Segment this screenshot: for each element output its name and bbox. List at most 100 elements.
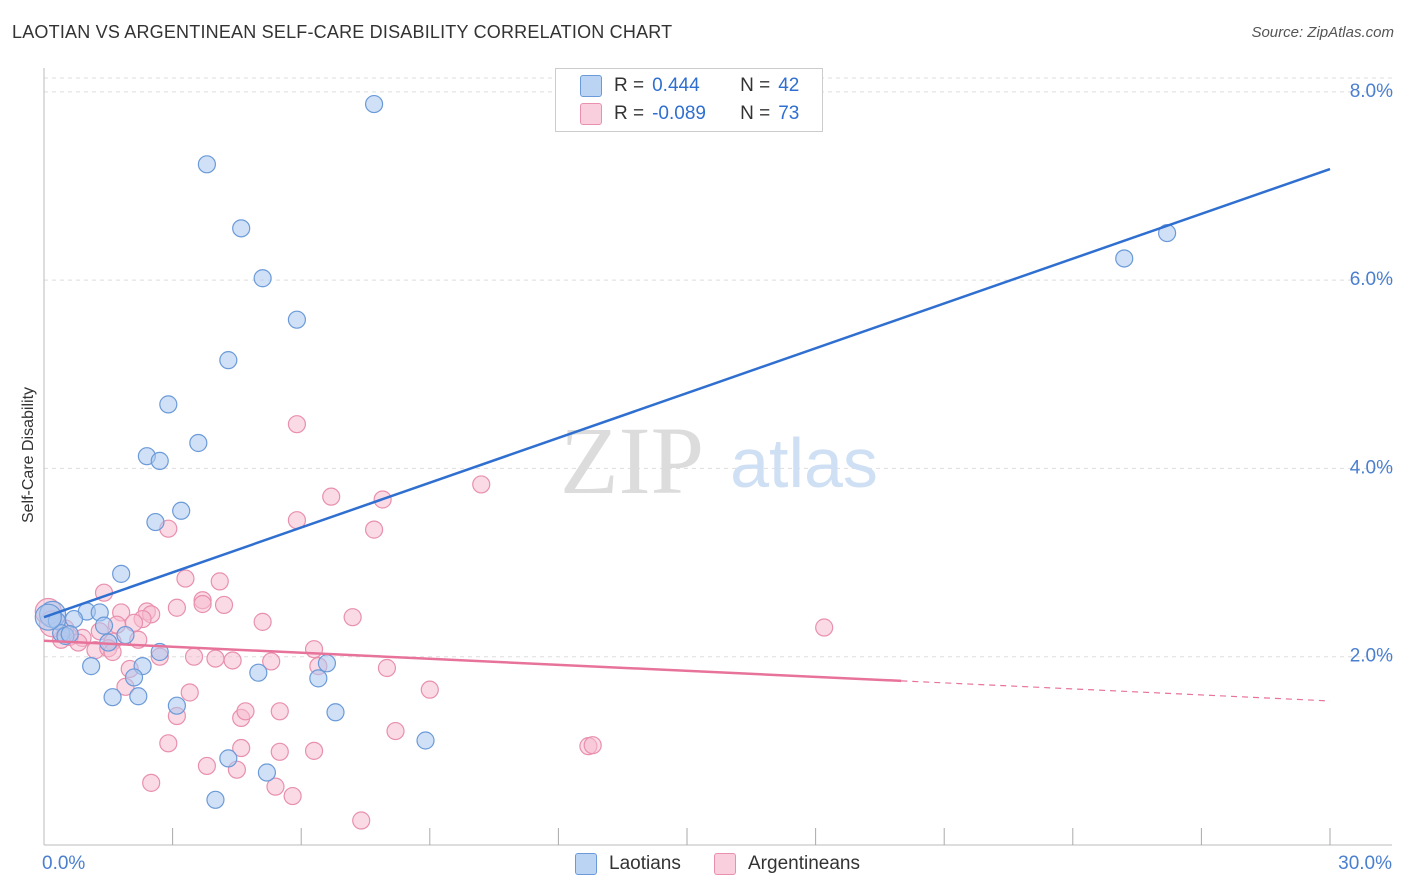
argentinean-point	[420, 680, 439, 699]
legend-swatch-blue	[580, 75, 602, 97]
legend-n-label: N =	[740, 103, 771, 124]
legend-n-value: 42	[778, 75, 800, 96]
laotian-point	[150, 451, 169, 470]
laotian-point	[129, 687, 148, 706]
tick-labels: 2.0% 4.0% 6.0% 8.0% 0.0% 30.0%	[42, 81, 1393, 874]
argentinean-point	[377, 658, 397, 678]
correlation-legend: R = 0.444 N = 42 R = -0.089 N = 73	[555, 68, 823, 132]
trend-lines	[43, 167, 1331, 702]
laotian-point	[112, 564, 131, 583]
legend-row-argentineans: R = -0.089 N = 73	[556, 100, 799, 128]
laotian-point	[1115, 249, 1134, 268]
legend-label: Argentineans	[748, 853, 860, 874]
legend-r-value: 0.444	[652, 75, 700, 96]
laotian-point	[309, 669, 328, 688]
argentinean-point	[214, 595, 234, 615]
laotian-point	[94, 616, 114, 635]
laotian-point	[172, 501, 191, 520]
argentinean-point	[583, 736, 602, 755]
laotians-trend-line	[43, 167, 1331, 619]
axes	[43, 68, 1392, 846]
laotian-point	[167, 696, 186, 715]
argentinean-point	[193, 594, 212, 614]
argentinean-point	[210, 572, 229, 591]
argentineans-trend-line	[43, 639, 902, 683]
argentinean-point	[206, 649, 225, 668]
laotian-point	[206, 790, 225, 809]
watermark-atlas: atlas	[730, 424, 878, 502]
laotian-point	[103, 688, 122, 707]
laotian-point	[189, 433, 208, 453]
argentineans-points	[34, 415, 834, 830]
argentinean-point	[270, 742, 289, 761]
laotian-point	[64, 609, 84, 629]
y-tick-label: 4.0%	[1350, 457, 1393, 478]
source-label: Source: ZipAtlas.com	[1251, 24, 1394, 41]
legend-swatch-pink	[580, 103, 602, 125]
argentinean-point	[176, 569, 195, 588]
laotian-point	[34, 603, 62, 631]
x-tick-label-min: 0.0%	[42, 853, 85, 874]
laotian-point	[219, 351, 238, 370]
y-tick-label: 2.0%	[1350, 646, 1393, 667]
y-tick-label: 6.0%	[1350, 269, 1393, 290]
argentineans-trend-extension	[901, 680, 1331, 702]
argentinean-point	[142, 773, 161, 792]
laotian-point	[124, 668, 144, 687]
legend-r-label: R =	[614, 75, 645, 96]
grid-lines	[44, 77, 1392, 658]
argentinean-point	[472, 475, 491, 494]
laotian-point	[197, 155, 216, 174]
argentinean-point	[270, 702, 289, 721]
legend-r-label: R =	[614, 103, 645, 124]
argentinean-point	[343, 608, 362, 627]
laotian-point	[416, 731, 435, 750]
chart-title: LAOTIAN VS ARGENTINEAN SELF-CARE DISABIL…	[12, 22, 673, 42]
laotian-point	[326, 703, 345, 722]
argentinean-point	[304, 741, 324, 760]
laotian-point	[249, 663, 268, 682]
argentinean-point	[283, 786, 302, 806]
argentinean-point	[364, 520, 384, 539]
argentinean-point	[352, 811, 371, 830]
laotian-point	[257, 763, 277, 782]
legend-label: Laotians	[609, 853, 681, 874]
laotian-point	[364, 94, 384, 114]
legend-swatch-pink	[714, 853, 736, 875]
argentinean-point	[180, 683, 199, 702]
laotian-point	[146, 512, 165, 532]
laotian-point	[253, 269, 272, 288]
laotian-point	[287, 310, 307, 329]
argentinean-point	[159, 734, 178, 753]
argentinean-point	[322, 487, 341, 506]
legend-n-value: 73	[778, 103, 800, 124]
legend-row-laotians: R = 0.444 N = 42	[556, 72, 799, 100]
legend-swatch-blue	[575, 853, 597, 875]
laotians-points	[34, 94, 1177, 809]
laotian-point	[159, 395, 178, 414]
laotian-point	[219, 749, 238, 768]
legend-r-value: -0.089	[652, 103, 706, 124]
laotian-point	[60, 625, 79, 644]
argentinean-point	[236, 702, 255, 721]
argentinean-point	[184, 647, 204, 666]
argentinean-point	[167, 598, 186, 617]
laotian-point	[116, 625, 135, 645]
laotian-point	[317, 654, 337, 673]
legend-item-laotians: Laotians	[575, 852, 681, 876]
laotian-point	[150, 642, 169, 662]
watermark: ZIP atlas	[560, 407, 878, 514]
laotian-point	[232, 219, 251, 238]
argentinean-point	[815, 618, 834, 637]
laotian-point	[82, 657, 101, 676]
argentinean-point	[266, 777, 285, 796]
argentinean-point	[304, 640, 324, 659]
argentinean-point	[386, 721, 405, 741]
argentinean-point	[253, 612, 272, 631]
y-axis-label: Self-Care Disability	[20, 386, 37, 524]
argentinean-point	[262, 652, 281, 671]
legend-item-argentineans: Argentineans	[714, 852, 860, 876]
x-tick-label-max: 30.0%	[1338, 853, 1392, 874]
argentinean-point	[287, 415, 307, 434]
